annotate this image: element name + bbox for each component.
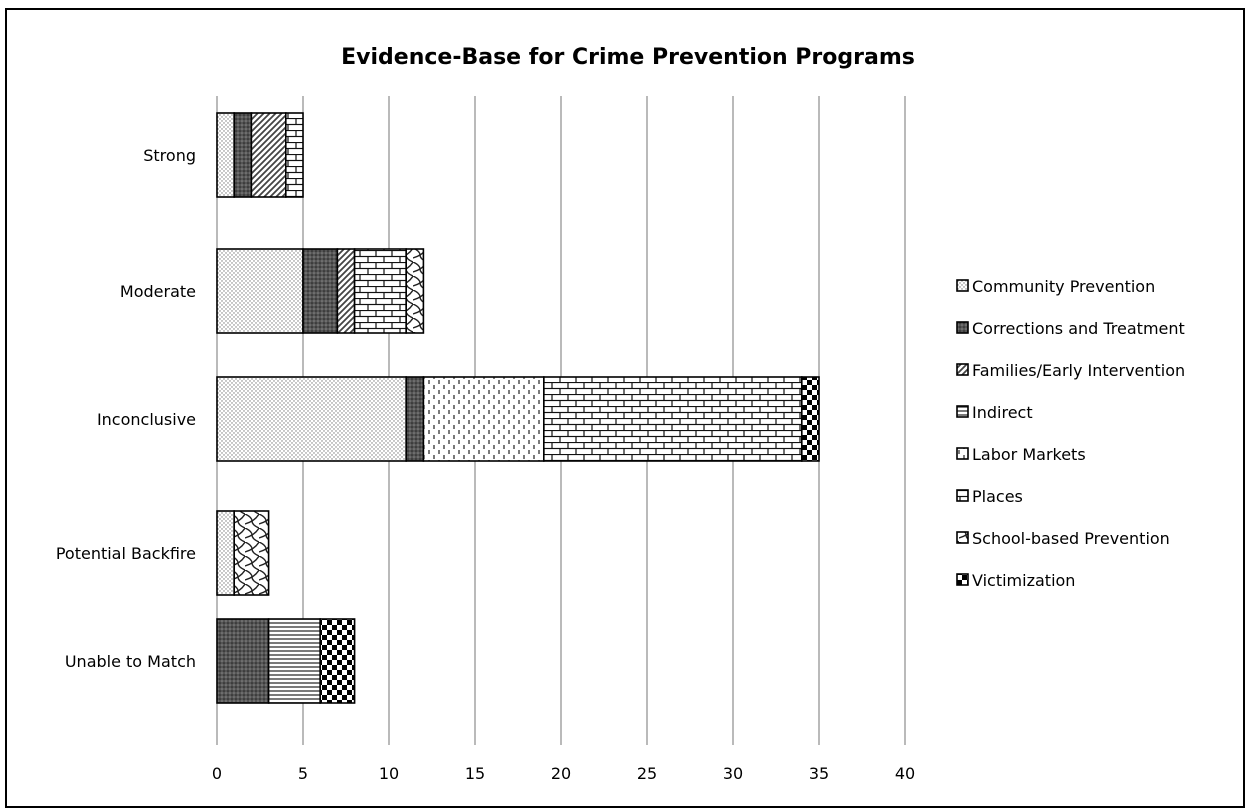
legend-swatch-labor-markets: [956, 447, 969, 460]
category-label-inconclusive: Inconclusive: [97, 410, 196, 429]
legend-swatch-community-prevention: [956, 279, 969, 292]
chart-svg: Evidence-Base for Crime Prevention Progr…: [56, 45, 1185, 783]
legend-swatch-places: [956, 489, 969, 502]
bar-inconclusive-community-prevention: [216, 376, 407, 462]
legend-label-indirect: Indirect: [972, 403, 1033, 422]
chart-title: Evidence-Base for Crime Prevention Progr…: [341, 45, 915, 70]
bar-strong-families-early-intervention: [250, 112, 287, 198]
x-tick-label-20: 20: [551, 764, 571, 783]
x-axis-ticks: 0 5 10 15 20 25 30 35 40: [212, 764, 915, 783]
x-tick-label-25: 25: [637, 764, 657, 783]
legend-label-victimization: Victimization: [972, 571, 1075, 590]
category-label-unable-to-match: Unable to Match: [65, 652, 196, 671]
legend-swatch-indirect: [956, 405, 969, 418]
bar-moderate-school-based-prevention: [405, 248, 425, 334]
legend-label-labor-markets: Labor Markets: [972, 445, 1086, 464]
legend-swatch-school-based-prevention: [956, 531, 969, 544]
bar-unable-to-match-victimization: [319, 618, 356, 704]
bar-inconclusive-labor-markets: [422, 376, 545, 462]
legend: Community Prevention Corrections and Trea…: [956, 277, 1185, 590]
bar-unable-to-match-corrections-and-treatment: [216, 618, 270, 704]
legend-swatch-families-early-intervention: [956, 363, 969, 376]
bar-moderate-places: [353, 248, 408, 334]
bar-strong-community-prevention: [216, 112, 236, 198]
bar-strong-corrections-and-treatment: [233, 112, 253, 198]
x-tick-label-5: 5: [298, 764, 308, 783]
bar-inconclusive-places: [542, 376, 803, 462]
bar-potential-backfire-school-based-prevention: [233, 510, 270, 596]
legend-swatch-corrections-and-treatment: [956, 321, 969, 334]
bar-inconclusive-corrections-and-treatment: [405, 376, 425, 462]
category-label-strong: Strong: [143, 146, 196, 165]
category-labels: Strong Moderate Inconclusive Potential Back…: [56, 146, 196, 671]
bars-layer: [216, 112, 820, 704]
bar-strong-places: [284, 112, 304, 198]
chart-frame: Evidence-Base for Crime Prevention Progr…: [5, 8, 1245, 808]
x-tick-label-30: 30: [723, 764, 743, 783]
legend-swatch-victimization: [956, 573, 969, 586]
legend-label-places: Places: [972, 487, 1023, 506]
x-tick-label-0: 0: [212, 764, 222, 783]
bar-moderate-corrections-and-treatment: [302, 248, 339, 334]
category-label-potential-backfire: Potential Backfire: [56, 544, 196, 563]
bar-moderate-families-early-intervention: [336, 248, 356, 334]
bar-inconclusive-victimization: [800, 376, 820, 462]
legend-label-families-early-intervention: Families/Early Intervention: [972, 361, 1185, 380]
bar-unable-to-match-indirect: [267, 618, 322, 704]
bar-moderate-community-prevention: [216, 248, 304, 334]
legend-label-corrections-and-treatment: Corrections and Treatment: [972, 319, 1185, 338]
x-tick-label-40: 40: [895, 764, 915, 783]
bar-potential-backfire-community-prevention: [216, 510, 236, 596]
legend-label-community-prevention: Community Prevention: [972, 277, 1155, 296]
x-tick-label-35: 35: [809, 764, 829, 783]
x-tick-label-15: 15: [465, 764, 485, 783]
category-label-moderate: Moderate: [120, 282, 196, 301]
x-tick-label-10: 10: [379, 764, 399, 783]
legend-label-school-based-prevention: School-based Prevention: [972, 529, 1170, 548]
